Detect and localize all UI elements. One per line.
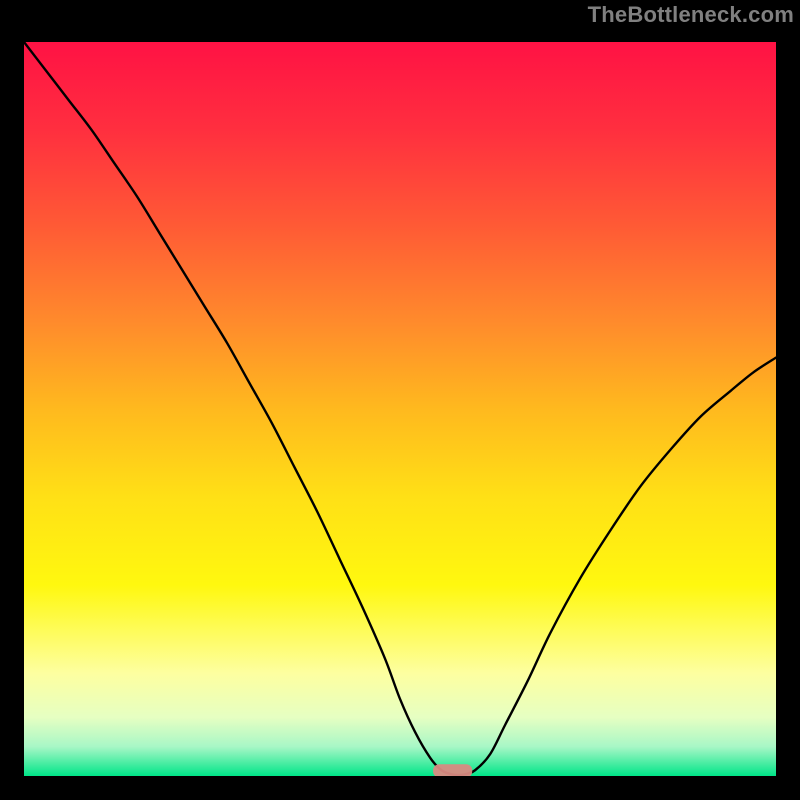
optimal-marker [433,764,472,777]
plot-area [12,30,788,788]
watermark-text: TheBottleneck.com [588,2,794,28]
gradient-background [24,42,776,776]
plot-svg [12,30,788,788]
bottleneck-chart: TheBottleneck.com [0,0,800,800]
